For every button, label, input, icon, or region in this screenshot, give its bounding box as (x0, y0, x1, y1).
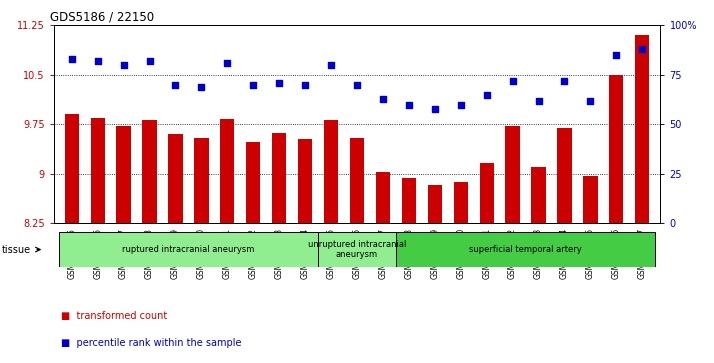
Bar (194, 138, 208, 223)
Bar (142, 120, 156, 223)
Point (455, 102, 466, 107)
Bar (350, 138, 364, 223)
Text: ■  percentile rank within the sample: ■ percentile rank within the sample (61, 338, 241, 348)
Bar (396, 232, 655, 267)
Bar (635, 35, 650, 223)
Bar (91, 118, 105, 223)
Bar (220, 119, 234, 223)
Point (637, 46, 648, 52)
Point (403, 102, 415, 107)
Point (221, 60, 233, 66)
Bar (64, 114, 79, 223)
Point (429, 106, 441, 111)
Text: tissue: tissue (2, 245, 31, 254)
Point (351, 82, 363, 87)
Bar (324, 120, 338, 223)
Text: superficial temporal artery: superficial temporal artery (469, 245, 582, 254)
Text: unruptured intracranial
aneurysm: unruptured intracranial aneurysm (308, 240, 406, 259)
Point (273, 80, 285, 86)
Bar (402, 178, 416, 223)
Point (299, 82, 311, 87)
Bar (272, 133, 286, 223)
Point (377, 96, 388, 102)
Bar (558, 128, 572, 223)
Bar (531, 167, 545, 223)
Point (481, 92, 493, 98)
Text: GDS5186 / 22150: GDS5186 / 22150 (50, 11, 154, 24)
Bar (298, 139, 312, 223)
Point (585, 98, 596, 103)
Point (66, 56, 77, 62)
Bar (318, 232, 396, 267)
Point (144, 58, 155, 64)
Point (559, 78, 570, 84)
Bar (116, 126, 131, 223)
Text: ruptured intracranial aneurysm: ruptured intracranial aneurysm (122, 245, 255, 254)
Bar (169, 134, 183, 223)
Point (507, 78, 518, 84)
Bar (609, 75, 623, 223)
Point (610, 52, 622, 58)
Bar (583, 176, 598, 223)
Point (326, 62, 337, 68)
Point (196, 84, 207, 90)
Point (92, 58, 104, 64)
Point (533, 98, 544, 103)
Bar (59, 232, 318, 267)
Text: ■  transformed count: ■ transformed count (61, 311, 167, 321)
Bar (506, 126, 520, 223)
Bar (246, 142, 261, 223)
Bar (480, 163, 494, 223)
Point (170, 82, 181, 87)
Bar (453, 182, 468, 223)
Bar (428, 185, 442, 223)
Point (118, 62, 129, 68)
Bar (376, 172, 390, 223)
Point (248, 82, 259, 87)
